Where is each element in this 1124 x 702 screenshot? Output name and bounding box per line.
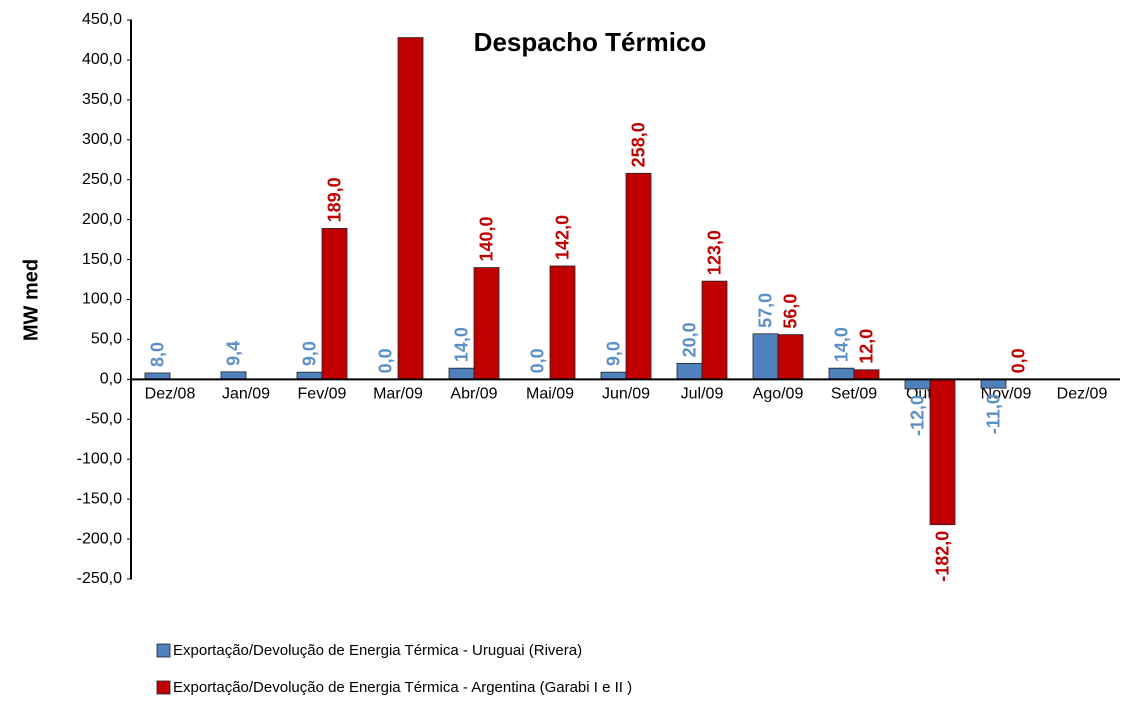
y-tick-label: 0,0 <box>100 371 122 388</box>
bar <box>321 228 348 380</box>
data-label: 140,0 <box>476 217 496 262</box>
data-label: -182,0 <box>932 531 952 582</box>
x-tick-label: Nov/09 <box>981 386 1032 403</box>
bar <box>473 267 500 380</box>
legend-label: Exportação/Devolução de Energia Térmica … <box>173 642 582 659</box>
x-tick-label: Jan/09 <box>222 386 270 403</box>
x-tick-label: Ago/09 <box>753 386 804 403</box>
y-tick-label: 350,0 <box>82 91 122 108</box>
data-label: 14,0 <box>451 327 471 362</box>
data-label: 20,0 <box>679 322 699 357</box>
y-tick-label: -100,0 <box>77 450 122 467</box>
x-tick-label: Abr/09 <box>450 386 497 403</box>
x-tick-label: Mai/09 <box>526 386 574 403</box>
bar <box>220 371 247 380</box>
x-tick-label: Jul/09 <box>681 386 724 403</box>
y-tick-label: 100,0 <box>82 291 122 308</box>
data-label: 189,0 <box>324 177 344 222</box>
bar <box>752 333 779 380</box>
y-tick-label: -150,0 <box>77 490 122 507</box>
x-tick-label: Mar/09 <box>373 386 423 403</box>
y-tick-label: -200,0 <box>77 530 122 547</box>
bar <box>625 172 652 380</box>
legend-label: Exportação/Devolução de Energia Térmica … <box>173 679 632 696</box>
data-label: 14,0 <box>831 327 851 362</box>
legend-swatch <box>156 643 171 658</box>
y-tick-label: 50,0 <box>91 331 122 348</box>
x-tick-label: Dez/08 <box>145 386 196 403</box>
data-label: 9,0 <box>603 341 623 366</box>
y-tick-label: 250,0 <box>82 171 122 188</box>
bar <box>828 367 855 380</box>
x-tick-label: Set/09 <box>831 386 877 403</box>
bar <box>448 367 475 380</box>
y-tick-label: 400,0 <box>82 51 122 68</box>
y-tick-label: 200,0 <box>82 211 122 228</box>
y-tick-label: -50,0 <box>86 411 123 428</box>
x-tick-label: Dez/09 <box>1057 386 1108 403</box>
data-label: -12,0 <box>907 395 927 436</box>
y-tick-label: 150,0 <box>82 251 122 268</box>
bar <box>676 362 703 380</box>
y-tick-label: 450,0 <box>82 11 122 28</box>
bar <box>929 378 956 526</box>
bar <box>853 369 880 380</box>
data-label: 57,0 <box>755 293 775 328</box>
x-tick-label: Fev/09 <box>298 386 347 403</box>
data-label: 428,0 <box>400 40 420 85</box>
bar <box>296 371 323 380</box>
bar <box>980 378 1007 389</box>
data-label: 258,0 <box>628 122 648 167</box>
y-tick-label: -250,0 <box>77 570 122 587</box>
data-label: -11,0 <box>983 394 1003 434</box>
bar <box>904 378 931 390</box>
y-axis-title: MW med <box>20 259 42 341</box>
chart-title: Despacho Térmico <box>474 27 707 57</box>
legend-swatch <box>156 680 171 695</box>
data-label: 9,4 <box>223 341 243 366</box>
bar <box>777 334 804 380</box>
data-label: 123,0 <box>704 230 724 275</box>
bar <box>600 371 627 380</box>
data-label: 9,0 <box>299 341 319 366</box>
data-label: 0,0 <box>1008 348 1028 373</box>
data-label: 0,0 <box>527 348 547 373</box>
x-tick-label: Jun/09 <box>602 386 650 403</box>
data-label: 56,0 <box>780 294 800 329</box>
bar <box>397 37 424 380</box>
y-tick-label: 300,0 <box>82 131 122 148</box>
data-label: 12,0 <box>856 329 876 364</box>
bar <box>701 280 728 380</box>
data-label: 142,0 <box>552 215 572 260</box>
data-label: 8,0 <box>147 342 167 367</box>
data-label: 0,0 <box>375 348 395 373</box>
bar <box>549 265 576 380</box>
